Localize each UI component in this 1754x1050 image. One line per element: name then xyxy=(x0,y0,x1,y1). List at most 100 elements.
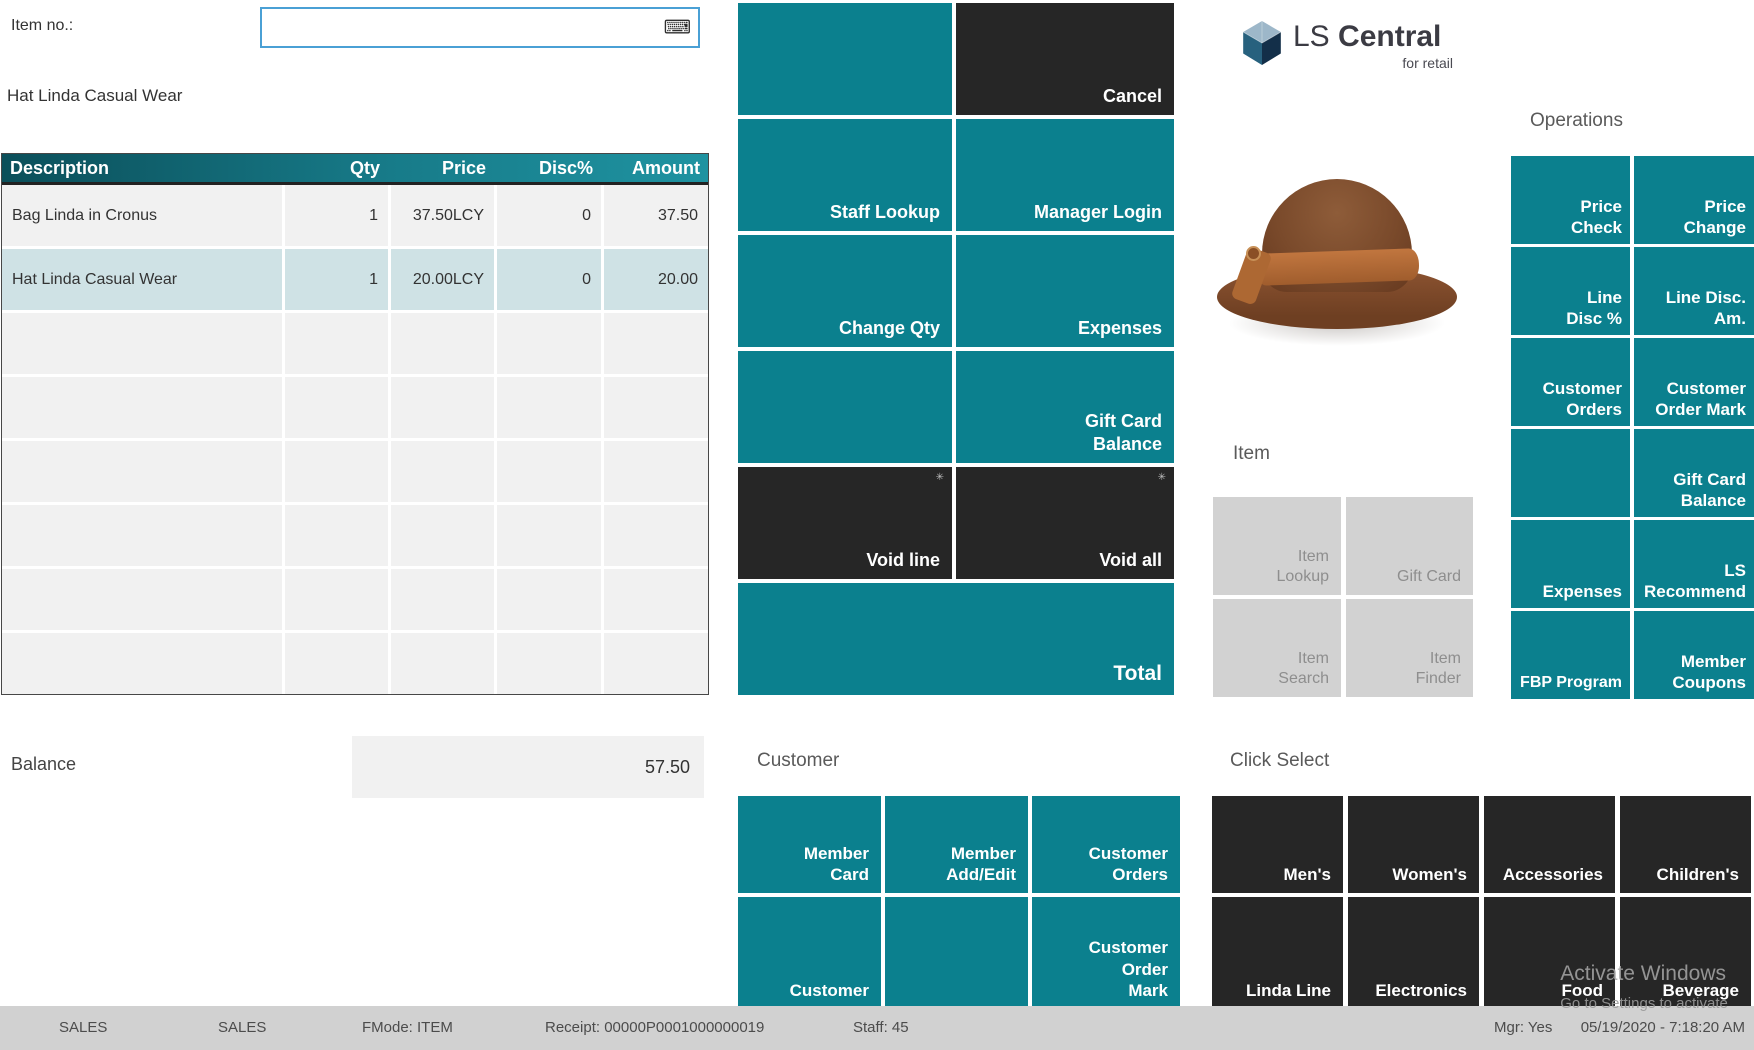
empty-cell xyxy=(2,569,282,630)
empty-cell xyxy=(497,569,601,630)
empty-cell xyxy=(604,441,708,502)
cell-amount: 37.50 xyxy=(604,185,708,246)
button-price-change[interactable]: Price Change xyxy=(1634,156,1754,244)
button-total[interactable]: Total xyxy=(738,583,1174,695)
button-item-search[interactable]: Item Search xyxy=(1213,599,1341,697)
void-asterisk-icon: ✳ xyxy=(1157,472,1166,483)
button-children-s[interactable]: Children's xyxy=(1620,796,1751,893)
button-price-check[interactable]: Price Check xyxy=(1511,156,1630,244)
empty-cell xyxy=(2,441,282,502)
cell-qty: 1 xyxy=(285,249,388,310)
receipt-table: Description Qty Price Disc% Amount Bag Linda… xyxy=(1,153,709,695)
empty-cell xyxy=(604,313,708,374)
receipt-line-row[interactable]: Bag Linda in Cronus 1 37.50LCY 0 37.50 xyxy=(2,185,708,246)
button-gift-card[interactable]: Gift Card xyxy=(1346,497,1473,595)
button-void-all[interactable]: Void all ✳ xyxy=(956,467,1174,579)
empty-cell xyxy=(391,377,494,438)
pos-action-grid: Cancel Staff Lookup Manager Login Change Qt… xyxy=(738,3,1174,695)
button-manager-login[interactable]: Manager Login xyxy=(956,119,1174,231)
button-expenses[interactable]: Expenses xyxy=(1511,520,1630,608)
empty-cell xyxy=(391,633,494,694)
button-ls-recommend[interactable]: LS Recommend xyxy=(1634,520,1754,608)
ls-cube-icon xyxy=(1242,21,1282,65)
button-beverage[interactable]: Beverage xyxy=(1620,897,1751,1009)
button-label: Customer Order Mark xyxy=(1655,378,1746,419)
cell-disc_pct: 0 xyxy=(497,185,601,246)
button-line-disc[interactable]: Line Disc % xyxy=(1511,247,1630,335)
button-label: Line Disc % xyxy=(1566,287,1622,328)
operations-section-header: Operations xyxy=(1530,110,1623,131)
column-header-disc: Disc% xyxy=(538,157,593,178)
button-blank xyxy=(738,351,952,463)
button-customer-order-mark[interactable]: Customer Order Mark xyxy=(1634,338,1754,426)
button-void-line[interactable]: Void line ✳ xyxy=(738,467,952,579)
cell-price: 37.50LCY xyxy=(391,185,494,246)
keyboard-icon[interactable]: ⌨ xyxy=(663,17,691,38)
button-change-qty[interactable]: Change Qty xyxy=(738,235,952,347)
button-customer-orders[interactable]: Customer Orders xyxy=(1032,796,1180,893)
status-staff: Staff: 45 xyxy=(853,1019,909,1036)
button-label: Line Disc. Am. xyxy=(1665,287,1746,328)
button-label: Gift Card xyxy=(1397,568,1462,585)
receipt-table-body: Bag Linda in Cronus 1 37.50LCY 0 37.50 Hat Li… xyxy=(2,185,708,694)
button-customer-order-mark[interactable]: Customer Order Mark xyxy=(1032,897,1180,1009)
button-gift-card-balance[interactable]: Gift Card Balance xyxy=(1634,429,1754,517)
button-label: Customer Order Mark xyxy=(1088,938,1168,1000)
product-photo-hat xyxy=(1212,152,1462,357)
balance-label: Balance xyxy=(11,754,77,774)
button-accessories[interactable]: Accessories xyxy=(1484,796,1615,893)
empty-cell xyxy=(391,441,494,502)
button-item-lookup[interactable]: Item Lookup xyxy=(1213,497,1341,595)
button-women-s[interactable]: Women's xyxy=(1348,796,1479,893)
empty-cell xyxy=(497,441,601,502)
cell-qty: 1 xyxy=(285,185,388,246)
cell-price: 20.00LCY xyxy=(391,249,494,310)
button-label: Member Coupons xyxy=(1672,651,1746,692)
empty-cell xyxy=(391,569,494,630)
receipt-table-header: Description Qty Price Disc% Amount xyxy=(2,154,708,185)
button-label: Beverage xyxy=(1662,980,1739,1000)
empty-cell xyxy=(2,633,282,694)
column-header-price: Price xyxy=(441,157,486,178)
item-no-input[interactable] xyxy=(262,9,698,46)
button-customer-orders[interactable]: Customer Orders xyxy=(1511,338,1630,426)
button-member-coupons[interactable]: Member Coupons xyxy=(1634,611,1754,699)
item-no-field-frame: ⌨ xyxy=(260,7,700,48)
button-linda-line[interactable]: Linda Line xyxy=(1212,897,1343,1009)
button-label: FBP Program xyxy=(1520,674,1622,691)
button-label: Item Finder xyxy=(1415,650,1461,687)
button-staff-lookup[interactable]: Staff Lookup xyxy=(738,119,952,231)
button-label: Customer Orders xyxy=(1542,378,1622,419)
operations-grid: Price Check Price Change Line Disc % Line D… xyxy=(1511,156,1754,699)
button-fbp-program[interactable]: FBP Program xyxy=(1511,611,1630,699)
button-gift-card-balance[interactable]: Gift Card Balance xyxy=(956,351,1174,463)
empty-cell xyxy=(285,441,388,502)
button-label: Expenses xyxy=(1077,317,1162,338)
button-expenses[interactable]: Expenses xyxy=(956,235,1174,347)
button-label: Food xyxy=(1561,980,1603,1000)
receipt-line-row[interactable]: Hat Linda Casual Wear 1 20.00LCY 0 20.00 xyxy=(2,249,708,310)
empty-cell xyxy=(285,633,388,694)
button-electronics[interactable]: Electronics xyxy=(1348,897,1479,1009)
button-food[interactable]: Food xyxy=(1484,897,1615,1009)
button-line-disc-am[interactable]: Line Disc. Am. xyxy=(1634,247,1754,335)
customer-grid: Member Card Member Add/Edit Customer Order… xyxy=(738,796,1180,1009)
button-item-finder[interactable]: Item Finder xyxy=(1346,599,1473,697)
button-label: Accessories xyxy=(1502,864,1603,884)
button-men-s[interactable]: Men's xyxy=(1212,796,1343,893)
ls-central-logo: LS Central for retail xyxy=(1241,20,1453,71)
cell-amount: 20.00 xyxy=(604,249,708,310)
button-cancel[interactable]: Cancel xyxy=(956,3,1174,115)
button-label: Gift Card Balance xyxy=(1084,411,1162,454)
item-grid: Item Lookup Gift Card Item Search Item Find… xyxy=(1213,497,1473,697)
item-no-label: Item no.: xyxy=(11,17,74,34)
button-blank xyxy=(885,897,1028,1009)
button-label: Member Add/Edit xyxy=(946,843,1016,884)
empty-cell xyxy=(497,633,601,694)
button-member-card[interactable]: Member Card xyxy=(738,796,881,893)
button-customer[interactable]: Customer xyxy=(738,897,881,1009)
button-member-add-edit[interactable]: Member Add/Edit xyxy=(885,796,1028,893)
button-blank xyxy=(1511,429,1630,517)
empty-cell xyxy=(2,377,282,438)
